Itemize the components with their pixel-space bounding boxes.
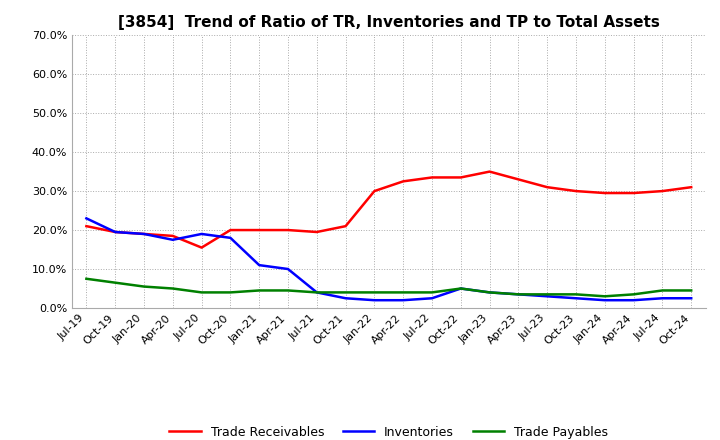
Inventories [284,266,292,271]
Line: Trade Payables: Trade Payables [86,279,691,296]
Trade Receivables [284,227,292,233]
Inventories [485,290,494,295]
Inventories [111,229,120,235]
Trade Receivables [572,188,580,194]
Trade Payables [140,284,148,289]
Trade Payables [255,288,264,293]
Inventories [341,296,350,301]
Trade Receivables [255,227,264,233]
Inventories [456,286,465,291]
Trade Payables [687,288,696,293]
Line: Inventories: Inventories [86,218,691,300]
Inventories [687,296,696,301]
Trade Receivables [168,233,177,238]
Trade Payables [629,292,638,297]
Trade Payables [600,293,609,299]
Trade Payables [428,290,436,295]
Trade Payables [82,276,91,282]
Trade Receivables [226,227,235,233]
Inventories [197,231,206,237]
Trade Receivables [140,231,148,237]
Trade Payables [399,290,408,295]
Trade Payables [168,286,177,291]
Inventories [82,216,91,221]
Trade Receivables [312,229,321,235]
Trade Payables [370,290,379,295]
Inventories [399,297,408,303]
Trade Receivables [543,184,552,190]
Trade Receivables [456,175,465,180]
Trade Receivables [514,177,523,182]
Trade Receivables [399,179,408,184]
Inventories [629,297,638,303]
Trade Receivables [485,169,494,174]
Trade Receivables [111,229,120,235]
Inventories [658,296,667,301]
Inventories [312,290,321,295]
Trade Receivables [82,224,91,229]
Trade Receivables [197,245,206,250]
Trade Payables [456,286,465,291]
Legend: Trade Receivables, Inventories, Trade Payables: Trade Receivables, Inventories, Trade Pa… [164,421,613,440]
Trade Payables [341,290,350,295]
Trade Payables [197,290,206,295]
Trade Receivables [629,191,638,196]
Inventories [226,235,235,241]
Inventories [600,297,609,303]
Trade Receivables [658,188,667,194]
Trade Receivables [600,191,609,196]
Trade Payables [543,292,552,297]
Inventories [514,292,523,297]
Trade Payables [658,288,667,293]
Trade Payables [111,280,120,285]
Trade Receivables [341,224,350,229]
Title: [3854]  Trend of Ratio of TR, Inventories and TP to Total Assets: [3854] Trend of Ratio of TR, Inventories… [118,15,660,30]
Inventories [168,237,177,242]
Inventories [428,296,436,301]
Trade Payables [312,290,321,295]
Trade Payables [284,288,292,293]
Inventories [140,231,148,237]
Inventories [572,296,580,301]
Trade Payables [485,290,494,295]
Inventories [370,297,379,303]
Line: Trade Receivables: Trade Receivables [86,172,691,248]
Trade Payables [572,292,580,297]
Trade Receivables [370,188,379,194]
Trade Payables [226,290,235,295]
Trade Receivables [687,184,696,190]
Trade Receivables [428,175,436,180]
Inventories [255,263,264,268]
Trade Payables [514,292,523,297]
Inventories [543,293,552,299]
